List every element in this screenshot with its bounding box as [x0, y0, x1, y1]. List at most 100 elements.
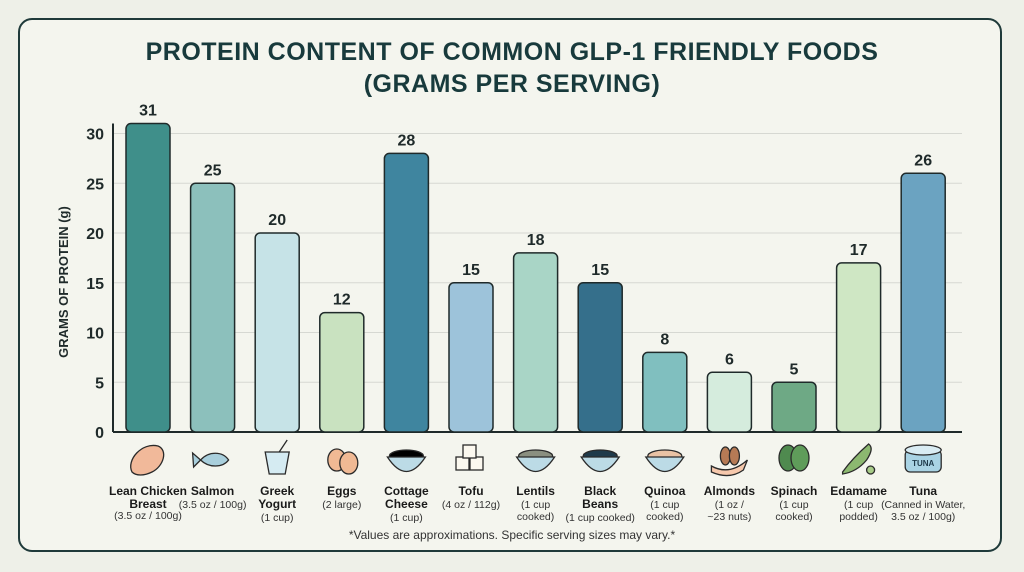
serving-label: (1 cup) — [390, 512, 423, 524]
spinach-leaves-icon — [778, 444, 810, 472]
tuna-can-icon: TUNA — [904, 444, 942, 473]
quinoa-bowl-icon — [644, 449, 686, 473]
serving-label: cooked) — [646, 511, 683, 523]
bar — [383, 152, 430, 433]
category-label: Greek — [260, 484, 294, 498]
serving-label: (1 cup — [521, 499, 550, 511]
almonds-hand-icon — [710, 446, 749, 477]
serving-label: (1 cup — [650, 499, 679, 511]
data-label: 5 — [790, 361, 799, 378]
shape — [841, 443, 872, 475]
data-label: 15 — [591, 262, 609, 279]
category-label: Quinoa — [644, 484, 686, 498]
shape — [469, 456, 484, 471]
yogurt-cup-icon — [264, 439, 290, 475]
category-label: Beans — [582, 497, 618, 511]
category-label: Edamame — [830, 484, 887, 498]
bar — [642, 351, 688, 433]
shape — [728, 446, 741, 466]
data-label: 8 — [660, 331, 669, 348]
serving-label: cooked) — [517, 511, 554, 523]
bar — [319, 311, 365, 433]
category-label: Cottage — [384, 484, 429, 498]
shape — [579, 456, 621, 473]
y-axis-label: GRAMS OF PROTEIN (g) — [56, 206, 71, 358]
serving-label: (2 large) — [322, 499, 361, 511]
serving-label: ~23 nuts) — [707, 511, 751, 523]
category-label: Tofu — [458, 484, 483, 498]
serving-label: (Canned in Water, — [881, 499, 965, 511]
y-tick-label: 15 — [86, 276, 104, 293]
data-label: 6 — [725, 351, 734, 368]
chart-subtitle: (GRAMS PER SERVING) — [363, 70, 661, 98]
category-label: Lentils — [516, 484, 555, 498]
shape — [904, 444, 942, 456]
data-label: 12 — [333, 292, 351, 309]
bar — [900, 172, 946, 433]
category-label: Salmon — [191, 484, 234, 498]
tofu-cubes-icon — [455, 444, 484, 471]
bar — [577, 282, 623, 433]
chart-title: PROTEIN CONTENT OF COMMON GLP-1 FRIENDLY… — [145, 38, 879, 66]
shape — [191, 451, 230, 469]
serving-label: (1 cup cooked) — [565, 512, 634, 524]
shape — [865, 465, 876, 475]
bar — [448, 282, 494, 433]
y-tick-label: 30 — [86, 127, 104, 144]
data-label: 26 — [914, 152, 932, 169]
y-tick-label: 20 — [86, 226, 104, 243]
shape — [644, 456, 686, 473]
data-label: 18 — [527, 232, 545, 249]
bar — [125, 122, 171, 433]
black-beans-bowl-icon — [579, 449, 621, 473]
data-label: 17 — [850, 242, 868, 259]
category-label: Eggs — [327, 484, 357, 498]
serving-label: (4 oz / 112g) — [442, 499, 500, 511]
shape — [339, 451, 359, 475]
bar — [706, 371, 753, 433]
data-label: 15 — [462, 262, 480, 279]
y-tick-label: 10 — [86, 326, 104, 343]
y-tick-label: 5 — [95, 375, 104, 392]
bar — [512, 252, 559, 433]
shape — [462, 444, 477, 459]
serving-label: (1 oz / — [715, 499, 744, 511]
serving-label: (3.5 oz / 100g) — [179, 499, 247, 511]
serving-label: podded) — [839, 511, 878, 523]
icon-text: TUNA — [912, 459, 934, 468]
category-label: Lean Chicken — [109, 484, 187, 498]
category-label: Tuna — [909, 484, 937, 498]
serving-label: cooked) — [775, 511, 812, 523]
shape — [710, 459, 749, 477]
chicken-breast-icon — [130, 444, 165, 476]
data-label: 25 — [204, 162, 222, 179]
edamame-pod-icon — [841, 443, 876, 475]
category-label: Breast — [129, 497, 166, 511]
serving-label: (3.5 oz / 100g) — [114, 510, 182, 522]
footnote: *Values are approximations. Specific ser… — [348, 528, 676, 542]
category-label: Cheese — [385, 497, 428, 511]
cottage-cheese-bowl-icon — [386, 449, 427, 473]
category-label: Black — [584, 484, 616, 498]
eggs-icon — [327, 448, 359, 475]
bar — [835, 262, 882, 433]
lentils-bowl-icon — [515, 449, 556, 473]
serving-label: (1 cup — [844, 499, 873, 511]
category-label: Almonds — [704, 484, 756, 498]
serving-label: (1 cup) — [261, 512, 294, 524]
shape — [790, 444, 810, 472]
serving-label: 3.5 oz / 100g) — [891, 511, 955, 523]
data-label: 31 — [139, 103, 157, 120]
bar — [771, 381, 817, 433]
serving-label: (1 cup — [779, 499, 808, 511]
shape — [515, 456, 556, 473]
fish-icon — [191, 451, 230, 469]
data-label: 28 — [398, 132, 416, 149]
y-tick-label: 25 — [86, 176, 104, 193]
category-label: Spinach — [771, 484, 818, 498]
y-tick-label: 0 — [95, 425, 104, 442]
bar — [189, 182, 236, 433]
category-label: Yogurt — [258, 497, 296, 511]
shape — [386, 456, 427, 473]
